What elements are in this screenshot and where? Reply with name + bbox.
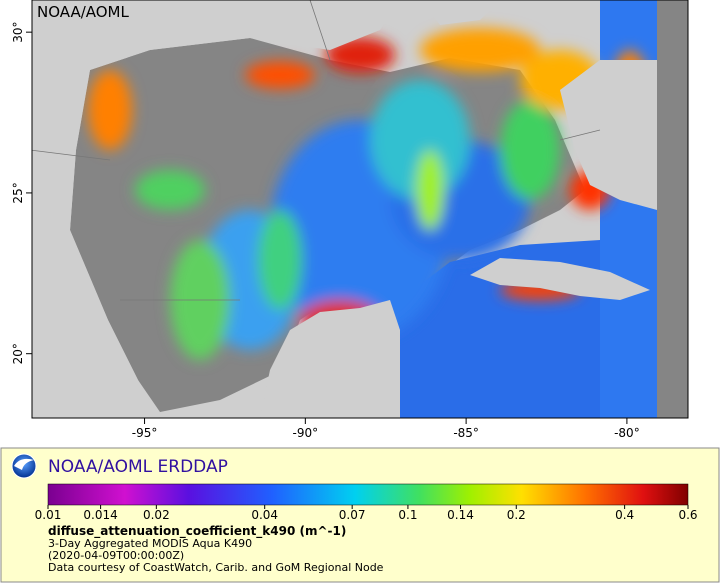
y-tick-label: 20° bbox=[11, 343, 25, 364]
x-tick-label: -85° bbox=[453, 426, 479, 440]
colorbar-tick-label: 0.4 bbox=[615, 508, 634, 522]
colorbar-tick-label: 0.2 bbox=[507, 508, 526, 522]
colorbar-tick-label: 0.02 bbox=[143, 508, 170, 522]
x-tick-label: -95° bbox=[132, 426, 158, 440]
colorbar-tick-label: 0.04 bbox=[251, 508, 278, 522]
legend-title: NOAA/AOML ERDDAP bbox=[48, 457, 228, 477]
legend-line: Data courtesy of CoastWatch, Carib. and … bbox=[48, 561, 384, 574]
map-frame bbox=[31, 0, 689, 419]
legend-line: 3-Day Aggregated MODIS Aqua K490 bbox=[48, 537, 252, 550]
colorbar-tick-label: 0.14 bbox=[447, 508, 474, 522]
legend-panel bbox=[0, 447, 720, 583]
colorbar-ticks: 0.01 0.014 0.02 0.04 0.07 0.1 0.14 0.2 0.4 0.6 bbox=[35, 505, 698, 522]
y-tick-label: 30° bbox=[11, 22, 25, 43]
map-image bbox=[32, 0, 688, 418]
colorbar-tick-label: 0.6 bbox=[678, 508, 697, 522]
x-tick-label: -90° bbox=[293, 426, 319, 440]
colorbar-tick-label: 0.01 bbox=[35, 508, 62, 522]
colorbar-tick-label: 0.1 bbox=[398, 508, 417, 522]
y-tick-label: 25° bbox=[11, 182, 25, 203]
colorbar-tick-label: 0.014 bbox=[83, 508, 117, 522]
x-tick-label: -80° bbox=[614, 426, 640, 440]
colorbar-tick-label: 0.07 bbox=[339, 508, 366, 522]
legend-line: (2020-04-09T00:00:00Z) bbox=[48, 549, 184, 562]
variable-name: diffuse_attenuation_coefficient_k490 (m^… bbox=[48, 524, 346, 539]
colorbar bbox=[47, 483, 689, 506]
map-credit: NOAA/AOML bbox=[37, 3, 130, 21]
noaa-logo bbox=[11, 453, 37, 479]
map-axes: -95° -90° -85° -80° 20° 25° 30° bbox=[11, 22, 640, 440]
